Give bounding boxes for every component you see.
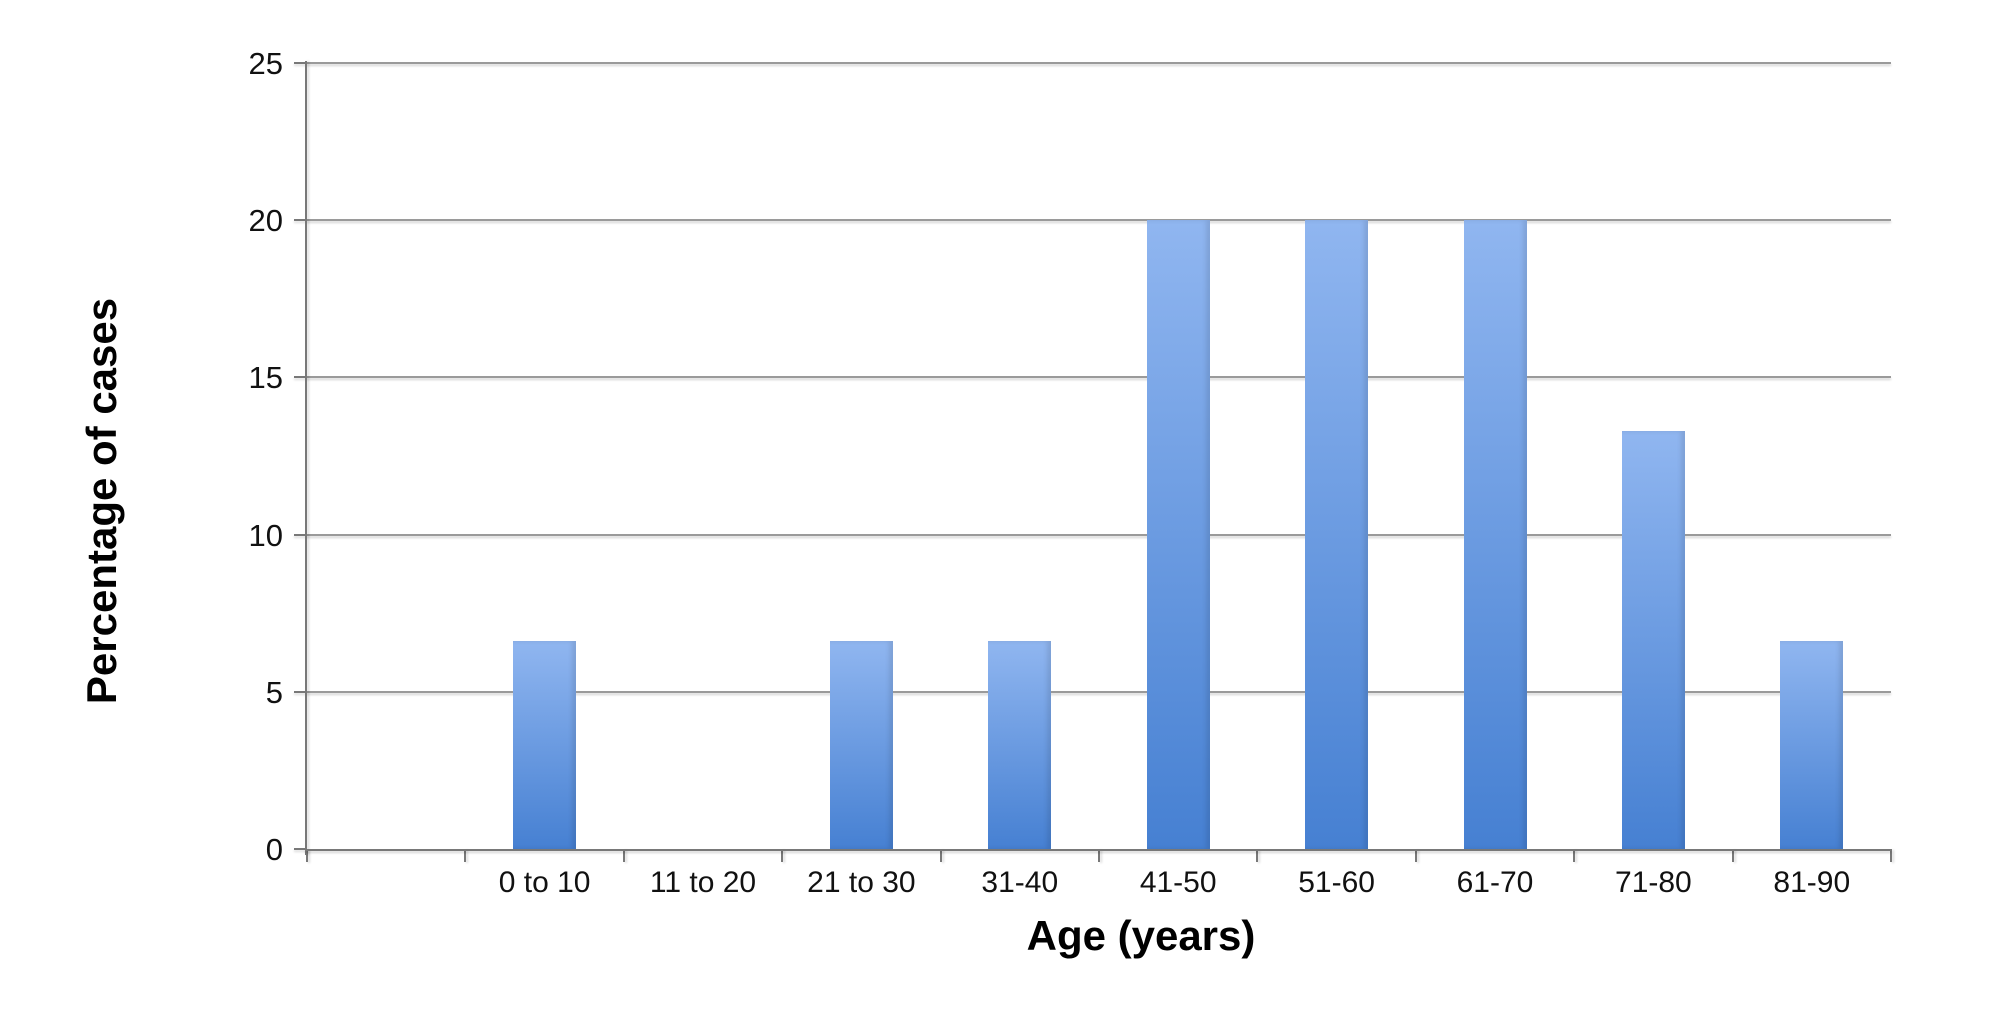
y-axis-line — [305, 61, 307, 855]
bar-71-80 — [1621, 430, 1685, 849]
x-tick-mark-10 — [1890, 849, 1892, 862]
bar-41-50 — [1146, 220, 1210, 849]
x-axis-line — [305, 849, 1891, 851]
x-tick-mark-2 — [622, 849, 625, 862]
y-tick-label-0: 0 — [265, 832, 283, 867]
x-tick-mark-4 — [939, 849, 942, 862]
gridline-5 — [307, 690, 1891, 693]
bar-81-90 — [1780, 641, 1844, 849]
x-tick-mark-3 — [781, 849, 784, 862]
x-axis-title: Age (years) — [1026, 912, 1256, 959]
y-tick-mark-0 — [294, 848, 307, 850]
x-category-label-31-40: 31-40 — [981, 866, 1059, 899]
x-tick-mark-9 — [1731, 849, 1734, 862]
x-category-label-61-70: 61-70 — [1456, 866, 1534, 899]
x-category-label-51-60: 51-60 — [1298, 866, 1375, 899]
x-tick-mark-7 — [1414, 849, 1417, 862]
gridline-10 — [307, 533, 1891, 536]
gridline-25 — [307, 62, 1891, 64]
bar-61-70 — [1463, 220, 1527, 849]
y-tick-mark-15 — [294, 376, 307, 379]
y-tick-label-10: 10 — [248, 517, 283, 553]
y-tick-mark-5 — [294, 690, 307, 693]
y-tick-mark-10 — [294, 533, 307, 536]
x-tick-mark-1 — [464, 849, 467, 862]
y-tick-label-25: 25 — [248, 46, 283, 81]
x-category-label-11-to-20: 11 to 20 — [649, 866, 757, 899]
y-tick-mark-20 — [294, 219, 307, 222]
gridline-15 — [307, 376, 1891, 379]
y-tick-label-20: 20 — [248, 203, 283, 239]
x-tick-mark-5 — [1098, 849, 1100, 862]
y-tick-mark-25 — [294, 62, 307, 64]
gridline-20 — [307, 219, 1891, 222]
x-category-label-0-to-10: 0 to 10 — [498, 866, 591, 899]
x-tick-mark-8 — [1573, 849, 1576, 862]
bar-0-to-10 — [513, 641, 577, 849]
bar-51-60 — [1305, 220, 1369, 849]
bar-21-to-30 — [829, 641, 893, 849]
y-tick-label-5: 5 — [265, 674, 283, 710]
y-axis-title: Percentage of cases — [78, 297, 125, 705]
x-category-label-21-to-30: 21 to 30 — [807, 866, 916, 899]
bar-31-40 — [988, 641, 1052, 849]
x-tick-mark-6 — [1256, 849, 1259, 862]
x-category-label-81-90: 81-90 — [1773, 866, 1851, 899]
x-category-label-41-50: 41-50 — [1139, 866, 1217, 899]
x-tick-mark-0 — [306, 849, 308, 862]
x-category-label-71-80: 71-80 — [1615, 866, 1692, 899]
y-tick-label-15: 15 — [248, 360, 283, 396]
